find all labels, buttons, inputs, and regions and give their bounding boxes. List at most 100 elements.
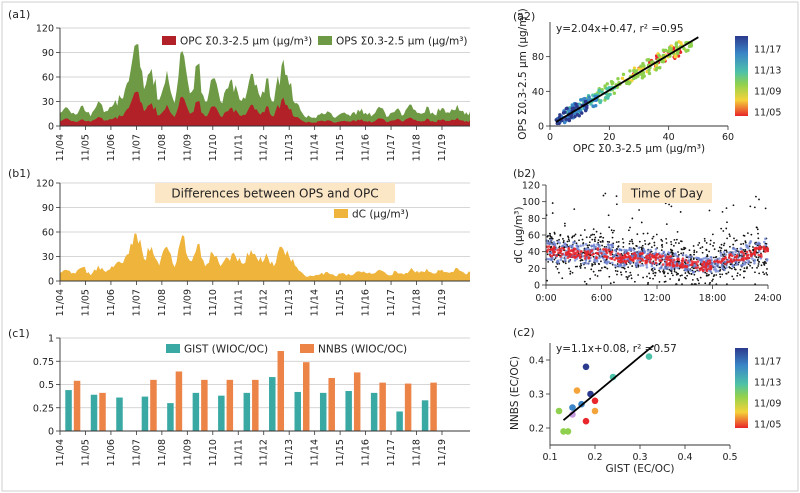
nnbs-bar <box>302 362 310 431</box>
scatter-point <box>749 264 752 267</box>
mean-point <box>587 257 590 260</box>
band-point <box>692 270 695 274</box>
scatter-point <box>651 237 654 240</box>
scatter-point <box>602 194 605 197</box>
scatter-point <box>730 267 733 270</box>
scatter-point <box>588 244 591 247</box>
mean-point <box>742 253 746 257</box>
mean-point <box>708 261 712 265</box>
scatter-point <box>726 221 728 224</box>
nnbs-bar <box>404 383 412 431</box>
mean-point <box>574 255 578 259</box>
scatter-point <box>597 262 600 265</box>
x-tick-label: 11/08 <box>157 289 168 316</box>
band-point <box>636 254 640 257</box>
scatter-point <box>583 108 588 113</box>
scatter-point <box>670 205 673 208</box>
scatter-point <box>681 274 683 277</box>
scatter-point <box>600 260 602 263</box>
band-point <box>684 254 688 257</box>
scatter-point <box>557 121 561 126</box>
scatter-point <box>755 195 757 198</box>
scatter-point <box>753 206 756 209</box>
scatter-point <box>606 267 609 270</box>
band-point <box>606 243 610 246</box>
band-point <box>762 240 766 244</box>
mean-point <box>545 250 549 253</box>
scatter-point <box>744 240 747 243</box>
y-axis-title: dC (μg/m³) <box>513 207 525 264</box>
scatter-point <box>617 240 620 243</box>
nnbs-bar <box>277 351 285 431</box>
scatter-point <box>598 99 602 103</box>
scatter-point <box>563 222 566 225</box>
mean-point <box>624 261 627 264</box>
y-tick-label: 0 <box>48 427 54 438</box>
mean-point <box>704 263 708 266</box>
scatter-point <box>592 270 595 273</box>
band-point <box>716 269 720 273</box>
nnbs-bar <box>379 382 386 431</box>
scatter-point <box>736 274 739 277</box>
mean-point <box>755 247 759 250</box>
band-point <box>575 244 579 247</box>
scatter-point <box>628 69 632 73</box>
scatter-point <box>628 242 631 245</box>
x-tick-label: 6:00 <box>591 293 612 304</box>
mean-point <box>668 258 672 262</box>
mean-point <box>634 253 638 257</box>
scatter-point <box>751 266 754 269</box>
scatter-point <box>645 353 653 360</box>
mean-point <box>604 250 608 253</box>
scatter-point <box>655 233 658 236</box>
scatter-point <box>673 244 675 247</box>
gist-bar <box>90 394 98 431</box>
scatter-point <box>684 276 686 279</box>
scatter-point <box>742 270 745 273</box>
x-tick-label: 40 <box>663 132 675 143</box>
x-axis-title: GIST (EC/OC) <box>606 463 675 475</box>
y-axis-title: OPS Σ0.3-2.5 μm (μg/m³) <box>517 8 529 140</box>
mean-point <box>654 258 657 262</box>
band-point <box>676 266 680 270</box>
scatter-point <box>608 226 611 229</box>
y-tick-label: 60 <box>42 73 54 84</box>
band-point <box>673 253 676 256</box>
mean-point <box>735 254 739 257</box>
scatter-point <box>719 249 722 252</box>
scatter-point <box>570 106 574 111</box>
mean-point <box>762 245 766 249</box>
band-point <box>558 241 562 245</box>
mean-point <box>584 252 588 256</box>
scatter-point <box>583 229 586 231</box>
scatter-point <box>564 262 567 265</box>
band-point <box>592 244 595 248</box>
mean-point <box>762 247 766 251</box>
x-tick-label: 11/12 <box>259 134 270 161</box>
band-point <box>614 248 617 252</box>
scatter-point <box>742 248 745 251</box>
band-point <box>722 250 726 254</box>
scatter-point <box>658 281 661 283</box>
scatter-point <box>765 272 768 274</box>
colorbar-tick-label: 11/09 <box>754 399 781 410</box>
mean-point <box>586 251 590 255</box>
scatter-point <box>735 239 738 242</box>
scatter-point <box>604 192 607 195</box>
band-point <box>753 258 757 262</box>
panel-label: (b2) <box>513 167 536 180</box>
mean-point <box>727 256 731 259</box>
scatter-point <box>647 281 650 284</box>
x-tick-label: 11/16 <box>361 134 372 161</box>
mean-point <box>572 248 576 252</box>
scatter-point <box>611 253 614 256</box>
scatter-point <box>697 279 700 282</box>
band-point <box>582 262 585 265</box>
scatter-point <box>742 234 745 237</box>
mean-point <box>636 257 639 260</box>
scatter-point <box>573 387 581 394</box>
scatter-point <box>652 235 655 238</box>
band-point <box>587 262 590 265</box>
scatter-point <box>599 240 602 243</box>
mean-point <box>638 260 642 264</box>
